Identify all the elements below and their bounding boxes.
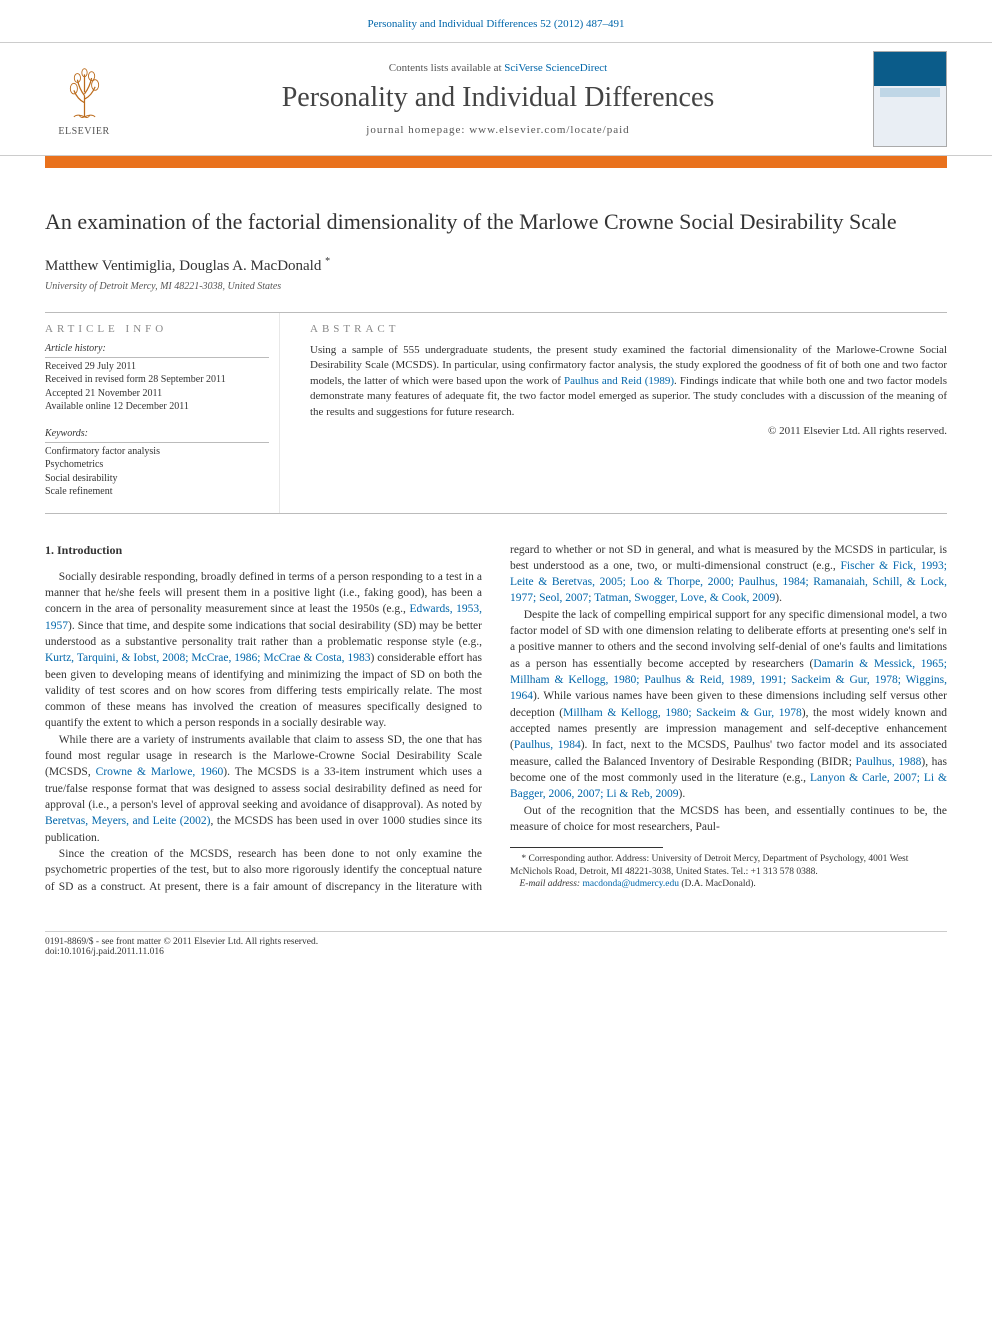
elsevier-tree-icon xyxy=(57,62,112,124)
abstract-text: Using a sample of 555 undergraduate stud… xyxy=(310,343,947,421)
publisher-name: ELSEVIER xyxy=(58,126,109,137)
publisher-logo: ELSEVIER xyxy=(45,62,123,137)
email-footnote: E-mail address: macdonda@udmercy.edu (D.… xyxy=(510,878,947,890)
article-title: An examination of the factorial dimensio… xyxy=(45,208,947,236)
abstract-column: abstract Using a sample of 555 undergrad… xyxy=(310,313,947,513)
paragraph: While there are a variety of instruments… xyxy=(45,732,482,846)
info-abstract-block: article info Article history: Received 2… xyxy=(45,312,947,514)
paragraph: Out of the recognition that the MCSDS ha… xyxy=(510,803,947,836)
journal-name: Personality and Individual Differences xyxy=(139,82,857,114)
abstract-copyright: © 2011 Elsevier Ltd. All rights reserved… xyxy=(310,425,947,437)
paragraph: Despite the lack of compelling empirical… xyxy=(510,607,947,803)
doi-block: 0191-8869/$ - see front matter © 2011 El… xyxy=(45,931,947,957)
ref-link[interactable]: Crowne & Marlowe, 1960 xyxy=(96,766,224,778)
ref-link[interactable]: Paulhus, 1984 xyxy=(514,739,581,751)
journal-cover-thumbnail xyxy=(873,51,947,147)
front-matter-line: 0191-8869/$ - see front matter © 2011 El… xyxy=(45,937,947,947)
masthead: ELSEVIER Contents lists available at Sci… xyxy=(0,42,992,156)
ref-link[interactable]: Millham & Kellogg, 1980; Sackeim & Gur, … xyxy=(563,707,802,719)
section-heading: 1. Introduction xyxy=(45,542,482,559)
ref-link[interactable]: Kurtz, Tarquini, & Iobst, 2008; McCrae, … xyxy=(45,652,370,664)
accent-bar xyxy=(45,156,947,168)
keywords-text: Confirmatory factor analysis Psychometri… xyxy=(45,445,269,499)
footnote-rule xyxy=(510,847,663,848)
history-text: Received 29 July 2011 Received in revise… xyxy=(45,360,269,414)
history-label: Article history: xyxy=(45,343,269,358)
ref-link[interactable]: Beretvas, Meyers, and Leite (2002) xyxy=(45,815,210,827)
journal-homepage: journal homepage: www.elsevier.com/locat… xyxy=(139,124,857,136)
corresponding-footnote: * Corresponding author. Address: Univers… xyxy=(510,853,947,878)
keywords-label: Keywords: xyxy=(45,428,269,443)
ref-link[interactable]: Paulhus, 1988 xyxy=(855,756,921,768)
abstract-ref-link[interactable]: Paulhus and Reid (1989) xyxy=(564,375,674,387)
affiliation: University of Detroit Mercy, MI 48221-30… xyxy=(45,281,947,292)
corresponding-marker: * xyxy=(325,256,330,267)
citation-link[interactable]: Personality and Individual Differences 5… xyxy=(367,18,624,30)
article-info-label: article info xyxy=(45,323,269,335)
body-text: 1. Introduction Socially desirable respo… xyxy=(45,542,947,896)
article-info-column: article info Article history: Received 2… xyxy=(45,313,280,513)
running-header: Personality and Individual Differences 5… xyxy=(0,0,992,42)
abstract-label: abstract xyxy=(310,323,947,335)
paragraph: Socially desirable responding, broadly d… xyxy=(45,569,482,732)
contents-line: Contents lists available at SciVerse Sci… xyxy=(139,62,857,74)
authors: Matthew Ventimiglia, Douglas A. MacDonal… xyxy=(45,256,947,275)
email-link[interactable]: macdonda@udmercy.edu xyxy=(582,879,679,889)
sciencedirect-link[interactable]: SciVerse ScienceDirect xyxy=(504,62,607,74)
doi-line: doi:10.1016/j.paid.2011.11.016 xyxy=(45,947,947,957)
